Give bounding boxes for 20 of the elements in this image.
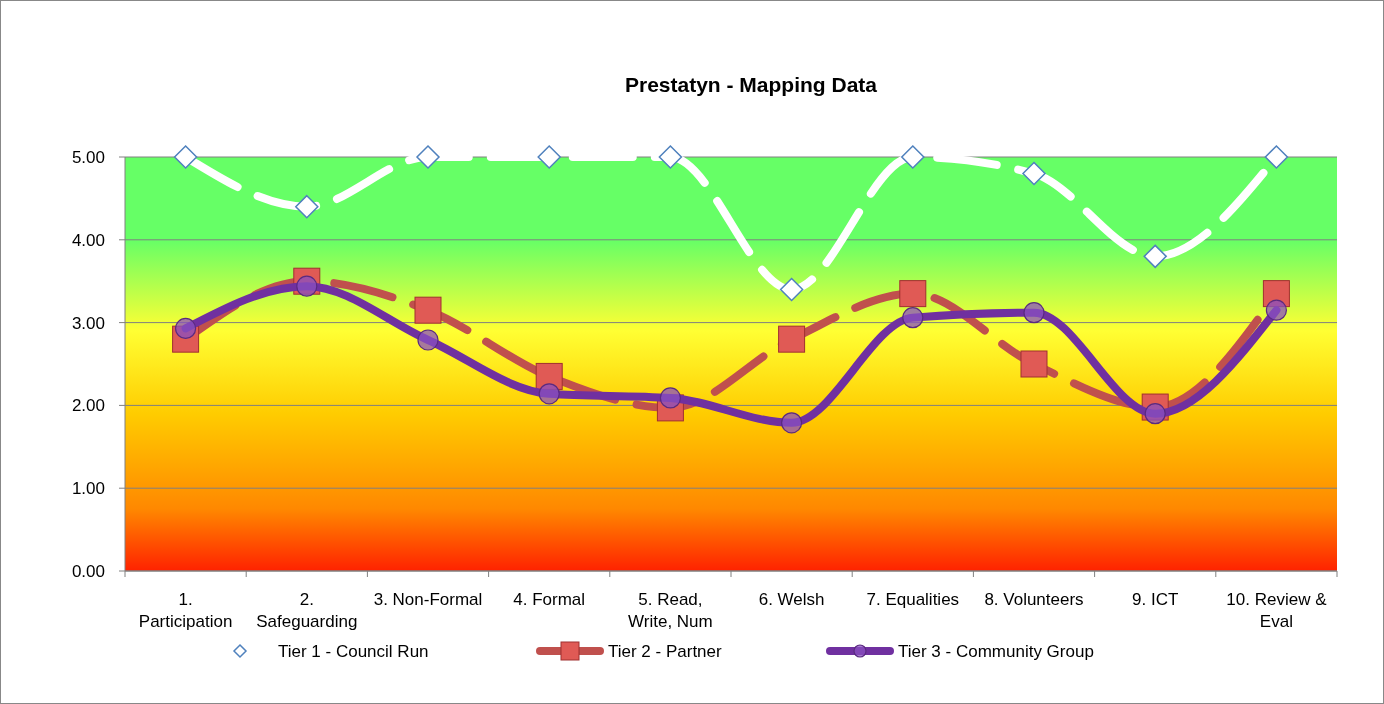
legend-label: Tier 1 - Council Run	[278, 641, 429, 661]
y-tick-label: 2.00	[71, 396, 105, 416]
legend-label: Tier 3 - Community Group	[898, 641, 1094, 661]
x-tick-label: 2. Safeguarding	[256, 590, 358, 631]
y-tick-label: 5.00	[71, 147, 105, 167]
x-tick-label: 6. Welsh	[758, 590, 825, 609]
legend-label: Tier 2 - Partner	[608, 641, 723, 661]
x-tick-label: 8. Volunteers	[984, 590, 1084, 609]
x-tick-label: 3. Non-Formal	[373, 590, 483, 609]
x-tick-label: 5. Read, Write, Num	[628, 590, 713, 631]
x-tick-label: 10. Review & Eval	[1226, 590, 1328, 631]
y-tick-label: 1.00	[71, 479, 105, 499]
y-tick-label: 0.00	[71, 561, 105, 581]
x-tick-label: 7. Equalities	[866, 590, 960, 609]
x-tick-label: 4. Formal	[513, 590, 586, 609]
y-tick-label: 3.00	[71, 313, 105, 333]
x-tick-label: 1. Participation	[138, 590, 233, 631]
chart-title: Prestatyn - Mapping Data	[624, 73, 878, 96]
x-tick-label: 9. ICT	[1132, 590, 1179, 609]
y-tick-label: 4.00	[71, 230, 105, 250]
